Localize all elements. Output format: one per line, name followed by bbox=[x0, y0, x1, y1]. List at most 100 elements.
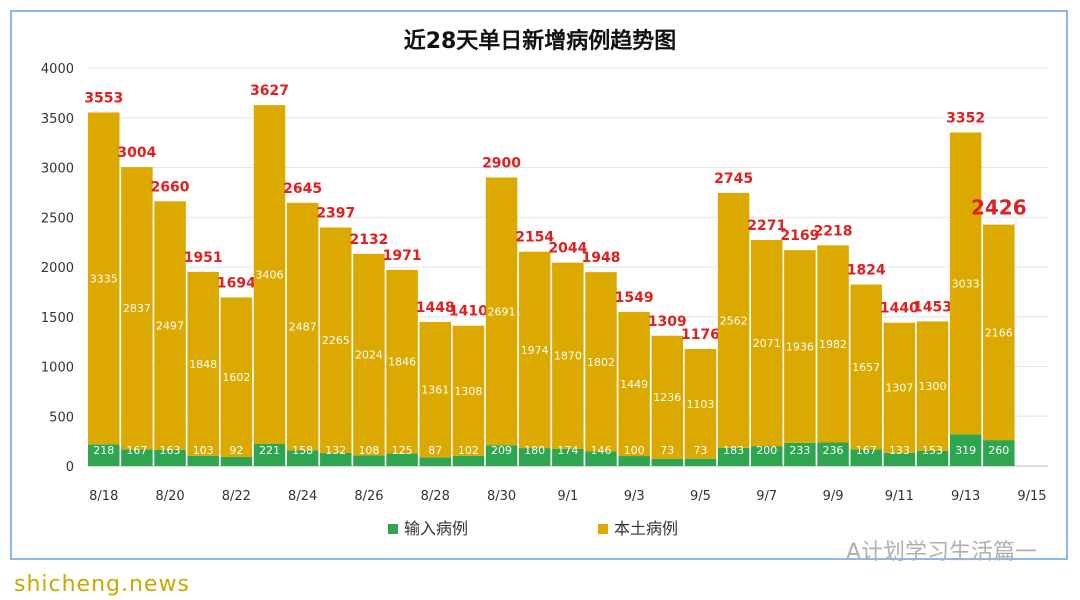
x-tick-label: 9/7 bbox=[756, 489, 777, 504]
data-label-local: 1848 bbox=[189, 358, 217, 371]
bar-local bbox=[684, 348, 717, 459]
bar-local bbox=[717, 192, 750, 448]
data-label-local: 2071 bbox=[753, 337, 781, 350]
bar-imported bbox=[419, 457, 451, 466]
bar-local bbox=[253, 105, 286, 445]
data-label-total: 1549 bbox=[615, 290, 654, 306]
data-label-local: 1361 bbox=[421, 384, 449, 397]
bar-local bbox=[320, 227, 352, 453]
bar-local bbox=[949, 132, 982, 435]
bar-local bbox=[518, 251, 551, 449]
x-tick-label: 8/24 bbox=[288, 489, 317, 504]
data-label-local: 2562 bbox=[720, 314, 748, 327]
data-label-total: 1824 bbox=[847, 263, 886, 279]
data-label-local: 1846 bbox=[388, 356, 416, 369]
data-label-imported: 100 bbox=[624, 444, 645, 457]
bar-local bbox=[154, 201, 186, 450]
bar-imported bbox=[320, 452, 352, 466]
bar-imported bbox=[817, 442, 849, 466]
bar-local bbox=[585, 272, 617, 452]
data-label-local: 1802 bbox=[587, 356, 615, 369]
data-label-total: 1694 bbox=[217, 275, 256, 291]
x-tick-label: 8/30 bbox=[487, 489, 516, 504]
bar-imported bbox=[585, 451, 617, 466]
data-label-total: 2900 bbox=[482, 155, 521, 171]
data-label-local: 1449 bbox=[620, 378, 648, 391]
bar-imported bbox=[717, 447, 750, 466]
data-label-imported: 174 bbox=[557, 444, 578, 457]
bar-imported bbox=[286, 450, 319, 466]
bar-imported bbox=[618, 456, 650, 466]
watermark-text: A计划学习生活篇一 bbox=[846, 540, 1038, 565]
data-label-local: 3406 bbox=[256, 269, 284, 282]
data-label-imported: 209 bbox=[491, 444, 512, 457]
data-label-total: 3004 bbox=[117, 145, 156, 161]
y-tick-label: 2000 bbox=[41, 261, 74, 276]
data-label-local: 1974 bbox=[521, 344, 549, 357]
bar-local bbox=[220, 297, 253, 457]
data-label-local: 1936 bbox=[786, 341, 814, 354]
x-tick-label: 9/9 bbox=[823, 489, 844, 504]
bar-imported bbox=[121, 449, 153, 466]
bar-imported bbox=[353, 455, 385, 466]
data-label-total: 3627 bbox=[250, 83, 289, 99]
data-label-local: 1236 bbox=[653, 391, 681, 404]
data-label-total: 2426 bbox=[971, 196, 1027, 220]
data-label-total: 1453 bbox=[913, 299, 952, 315]
bar-imported bbox=[751, 446, 783, 466]
data-label-imported: 180 bbox=[524, 444, 545, 457]
data-label-local: 2487 bbox=[289, 321, 317, 334]
bar-imported bbox=[850, 449, 882, 466]
data-label-imported: 158 bbox=[292, 444, 313, 457]
x-tick-label: 9/1 bbox=[557, 489, 578, 504]
bar-imported bbox=[651, 458, 684, 466]
data-label-local: 3033 bbox=[952, 277, 980, 290]
x-tick-label: 8/22 bbox=[222, 489, 251, 504]
bar-local bbox=[618, 311, 650, 457]
bar-local bbox=[817, 245, 849, 443]
data-label-imported: 103 bbox=[193, 444, 214, 457]
data-label-total: 2044 bbox=[548, 241, 587, 257]
x-tick-label: 8/28 bbox=[421, 489, 450, 504]
bar-local bbox=[88, 112, 120, 445]
data-label-local: 1300 bbox=[919, 380, 947, 393]
x-tick-label: 8/26 bbox=[354, 489, 383, 504]
data-label-total: 2132 bbox=[349, 232, 388, 248]
x-tick-label: 9/5 bbox=[690, 489, 711, 504]
bar-imported bbox=[784, 442, 816, 466]
y-tick-label: 3500 bbox=[41, 112, 74, 127]
data-label-imported: 167 bbox=[126, 444, 147, 457]
data-label-imported: 153 bbox=[922, 444, 943, 457]
data-label-local: 2497 bbox=[156, 320, 184, 333]
data-label-local: 1657 bbox=[852, 361, 880, 374]
data-label-imported: 233 bbox=[789, 444, 810, 457]
bar-imported bbox=[386, 453, 418, 466]
data-label-local: 3335 bbox=[90, 272, 118, 285]
x-tick-label: 8/20 bbox=[155, 489, 184, 504]
bar-local bbox=[751, 240, 783, 447]
bar-local bbox=[883, 322, 916, 453]
data-label-imported: 163 bbox=[160, 444, 181, 457]
data-label-imported: 183 bbox=[723, 444, 744, 457]
bar-local bbox=[121, 167, 153, 450]
data-label-local: 2166 bbox=[985, 326, 1013, 339]
bar-local bbox=[983, 224, 1015, 441]
data-label-total: 2745 bbox=[714, 171, 753, 187]
y-tick-label: 0 bbox=[66, 460, 74, 475]
bar-imported bbox=[452, 455, 485, 466]
data-label-imported: 92 bbox=[229, 444, 243, 457]
data-label-imported: 133 bbox=[889, 444, 910, 457]
bar-imported bbox=[518, 448, 551, 466]
data-label-total: 2397 bbox=[316, 205, 355, 221]
bar-imported bbox=[552, 448, 584, 466]
bar-imported bbox=[154, 449, 186, 466]
bar-local bbox=[353, 253, 385, 456]
x-tick-label: 9/11 bbox=[885, 489, 914, 504]
data-label-imported: 73 bbox=[693, 444, 707, 457]
data-label-total: 1948 bbox=[582, 250, 621, 266]
bar-local bbox=[187, 271, 219, 456]
legend-swatch bbox=[388, 524, 398, 534]
data-label-total: 1410 bbox=[449, 304, 488, 320]
data-label-local: 1982 bbox=[819, 338, 847, 351]
